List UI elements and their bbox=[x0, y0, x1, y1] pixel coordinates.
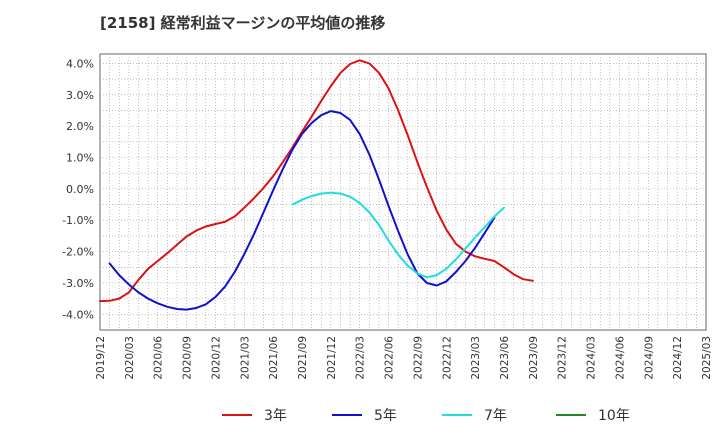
x-tick-label: 2024/06 bbox=[614, 336, 626, 380]
legend-label: 5年 bbox=[374, 408, 397, 424]
legend-label: 7年 bbox=[484, 408, 507, 424]
legend-swatch bbox=[332, 414, 362, 416]
x-tick-label: 2023/06 bbox=[499, 336, 511, 380]
plot-area bbox=[99, 53, 707, 331]
line-chart: -4.0% -3.0% -2.0% -1.0% 0.0% 1.0% 2.0% 3.0% 4.0%… bbox=[62, 53, 713, 380]
legend: 3年 5年 7年 10年 bbox=[0, 402, 720, 428]
x-tick-label: 2021/12 bbox=[326, 336, 338, 380]
legend-item: 3年 bbox=[222, 402, 287, 428]
y-tick-label: 3.0% bbox=[66, 89, 94, 102]
y-tick-label: 2.0% bbox=[66, 120, 94, 133]
x-tick-label: 2020/09 bbox=[182, 336, 194, 380]
x-tick-label: 2023/03 bbox=[470, 336, 482, 380]
x-tick-label: 2020/06 bbox=[153, 336, 165, 380]
legend-item: 10年 bbox=[556, 402, 630, 428]
x-tick-label: 2023/12 bbox=[557, 336, 569, 380]
series-line-5年 bbox=[108, 110, 496, 311]
x-tick-label: 2022/03 bbox=[355, 336, 367, 380]
legend-item: 7年 bbox=[442, 402, 507, 428]
legend-item: 5年 bbox=[332, 402, 397, 428]
x-tick-label: 2024/03 bbox=[586, 336, 598, 380]
y-tick-label: -4.0% bbox=[62, 308, 94, 321]
series-line-3年 bbox=[99, 59, 534, 303]
x-tick-label: 2025/03 bbox=[701, 336, 713, 380]
y-tick-label: 4.0% bbox=[66, 57, 94, 70]
x-tick-label: 2023/09 bbox=[528, 336, 540, 380]
y-tick-label: 1.0% bbox=[66, 152, 94, 165]
y-tick-label: -1.0% bbox=[62, 214, 94, 227]
x-tick-label: 2021/03 bbox=[239, 336, 251, 380]
legend-swatch bbox=[556, 414, 586, 416]
series-line-7年 bbox=[291, 191, 505, 279]
x-tick-label: 2020/03 bbox=[124, 336, 136, 380]
x-tick-label: 2021/09 bbox=[297, 336, 309, 380]
x-tick-label: 2020/12 bbox=[210, 336, 222, 380]
x-tick-label: 2024/12 bbox=[672, 336, 684, 380]
x-tick-label: 2022/06 bbox=[384, 336, 396, 380]
y-tick-label: -2.0% bbox=[62, 246, 94, 259]
legend-label: 3年 bbox=[264, 408, 287, 424]
y-tick-label: 0.0% bbox=[66, 183, 94, 196]
y-tick-label: -3.0% bbox=[62, 277, 94, 290]
legend-swatch bbox=[442, 414, 472, 416]
x-tick-label: 2019/12 bbox=[95, 336, 107, 380]
legend-swatch bbox=[222, 414, 252, 416]
x-tick-label: 2024/09 bbox=[643, 336, 655, 380]
x-tick-label: 2021/06 bbox=[268, 336, 280, 380]
chart-title: [2158] 経常利益マージンの平均値の推移 bbox=[100, 14, 386, 32]
legend-label: 10年 bbox=[598, 408, 630, 424]
x-tick-label: 2022/12 bbox=[441, 336, 453, 380]
x-tick-label: 2022/09 bbox=[412, 336, 424, 380]
